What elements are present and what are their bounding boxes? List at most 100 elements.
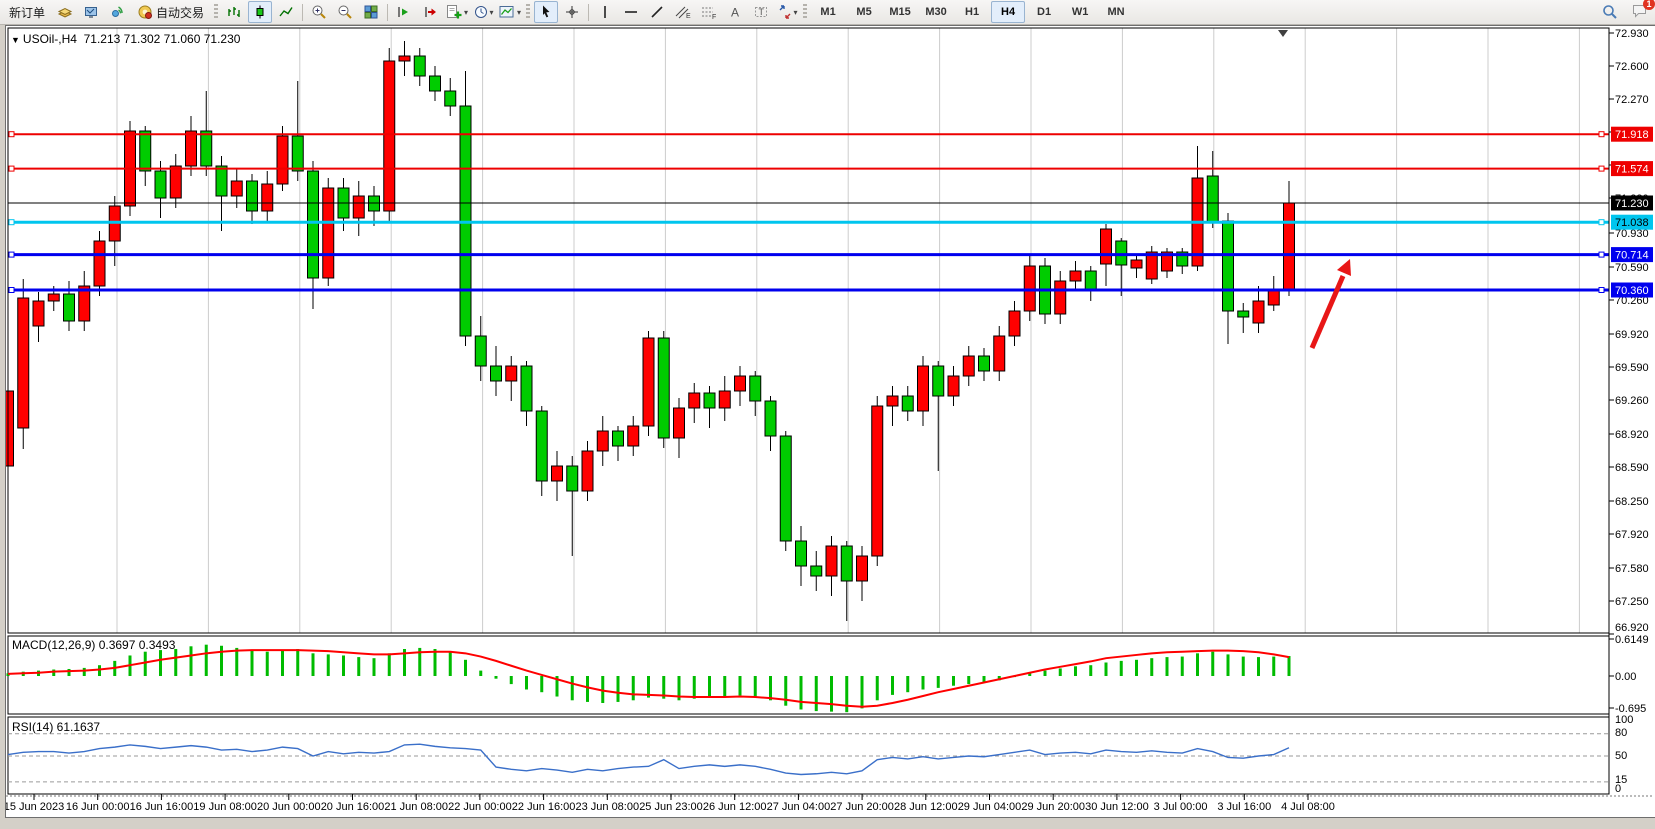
macd-bar: [1165, 657, 1169, 676]
toolbar-grip: [803, 4, 808, 20]
date-axis-label: 27 Jun 04:00: [767, 801, 831, 813]
date-axis-label: 16 Jun 16:00: [130, 801, 194, 813]
auto-scroll-icon[interactable]: [392, 1, 416, 23]
price-axis-label: 70.930: [1615, 228, 1649, 240]
timeframe-m15-button[interactable]: M15: [889, 6, 911, 18]
zoom-in-icon[interactable]: [307, 1, 331, 23]
macd-bar: [464, 659, 467, 676]
autotrade-button[interactable]: 自动交易: [131, 1, 210, 23]
search-icon[interactable]: [1598, 1, 1622, 23]
bear-candle: [810, 565, 823, 577]
timeframe-w1-button[interactable]: W1: [1071, 6, 1089, 18]
crosshair-tool-icon[interactable]: [560, 1, 584, 23]
macd-bar: [525, 676, 528, 690]
macd-bar: [921, 676, 925, 690]
macd-bar: [265, 651, 269, 676]
add-indicator-icon[interactable]: ▾: [444, 1, 469, 23]
horizontal-line-tool-icon[interactable]: [619, 1, 643, 23]
svg-text:T: T: [759, 7, 765, 17]
macd-bar: [1196, 653, 1199, 676]
text-tool-icon[interactable]: A: [723, 1, 747, 23]
macd-bar: [662, 676, 666, 699]
trendline-tool-icon[interactable]: [645, 1, 669, 23]
bear-candle: [840, 545, 853, 582]
hline-anchor: [1598, 251, 1605, 258]
timeframe-h1-button[interactable]: H1: [965, 6, 980, 18]
chart-shift-icon[interactable]: [418, 1, 442, 23]
cursor-tool-icon[interactable]: [534, 1, 559, 23]
date-axis-label: 4 Jul 08:00: [1281, 801, 1335, 813]
timeframe-m30-button[interactable]: M30: [925, 6, 947, 18]
trade-book-icon[interactable]: [53, 1, 77, 23]
price-tag: [1611, 195, 1653, 211]
macd-bar: [891, 676, 894, 695]
price-axis-label: 69.590: [1615, 362, 1649, 374]
date-axis-label: 16 Jun 00:00: [66, 801, 130, 813]
timeframe-m5-button[interactable]: M5: [856, 6, 872, 18]
zoom-out-icon[interactable]: [333, 1, 357, 23]
bull-candle: [1145, 251, 1158, 280]
date-axis-label: 20 Jun 00:00: [257, 801, 321, 813]
price-chart-svg[interactable]: 72.93072.60072.27071.94071.61071.28070.9…: [6, 26, 1653, 815]
chart-window[interactable]: 72.93072.60072.27071.94071.61071.28070.9…: [5, 25, 1655, 818]
bear-candle: [566, 465, 579, 492]
timeframe-m1-button[interactable]: M1: [820, 6, 836, 18]
bull-candle: [917, 365, 929, 412]
macd-bar: [738, 676, 742, 696]
bar-chart-type-icon[interactable]: [222, 1, 246, 23]
price-tag: [1611, 247, 1653, 263]
bull-candle: [688, 392, 701, 409]
date-axis-label: 22 Jun 00:00: [448, 801, 512, 813]
text-label-tool-icon[interactable]: T: [749, 1, 773, 23]
bear-candle: [139, 130, 152, 172]
line-chart-type-icon[interactable]: [274, 1, 298, 23]
new-order-button[interactable]: 新订单: [9, 5, 46, 20]
macd-bar: [997, 676, 1001, 681]
channel-tool-icon[interactable]: E: [671, 1, 695, 23]
arrows-tool-icon[interactable]: ▾: [775, 1, 799, 23]
fibonacci-tool-icon[interactable]: F: [697, 1, 721, 23]
bear-candle: [154, 170, 167, 199]
date-axis-label: 23 Jun 08:00: [575, 801, 639, 813]
macd-bar: [616, 676, 620, 702]
macd-bar: [1241, 656, 1245, 676]
bull-candle: [718, 390, 731, 409]
timeframe-h4-button[interactable]: H4: [991, 1, 1026, 23]
macd-bar: [952, 676, 955, 686]
bear-candle: [1237, 310, 1250, 318]
bull-candle: [352, 195, 365, 219]
macd-bar: [1135, 659, 1138, 676]
bull-candle: [169, 165, 182, 199]
date-axis-label: 19 Jun 08:00: [193, 801, 257, 813]
macd-bar: [52, 669, 56, 676]
bear-candle: [474, 335, 487, 367]
date-axis-label: 3 Jul 00:00: [1154, 801, 1208, 813]
rsi-line: [7, 743, 1290, 776]
macd-bar: [540, 676, 544, 693]
chat-button[interactable]: 1: [1631, 0, 1655, 23]
rsi-axis-label: 100: [1615, 714, 1633, 726]
candlestick-chart-type-icon[interactable]: [248, 1, 273, 23]
hline-objects: [8, 131, 1609, 293]
macd-bar: [906, 676, 910, 693]
chart-template-icon[interactable]: ▾: [497, 1, 522, 23]
bull-candle: [1267, 290, 1280, 306]
hline-anchor: [1598, 219, 1605, 226]
timeframe-d1-button[interactable]: D1: [1037, 6, 1052, 18]
tile-windows-icon[interactable]: [359, 1, 383, 23]
market-watch-icon[interactable]: [79, 1, 103, 23]
macd-bar: [1089, 665, 1093, 676]
bull-candle: [78, 285, 91, 322]
bull-candle: [383, 60, 396, 212]
signals-icon[interactable]: [105, 1, 129, 23]
macd-bar: [326, 654, 330, 676]
vertical-line-tool-icon[interactable]: [593, 1, 617, 23]
timeframe-mn-button[interactable]: MN: [1107, 6, 1125, 18]
date-axis-label: 3 Jul 16:00: [1217, 801, 1271, 813]
price-tag-label: 71.574: [1615, 164, 1649, 176]
period-clock-icon[interactable]: ▾: [471, 1, 495, 23]
macd-bar: [281, 650, 284, 676]
price-tag: [1611, 282, 1653, 298]
bull-candle: [1069, 270, 1082, 282]
price-axis-label: 72.600: [1615, 61, 1649, 73]
